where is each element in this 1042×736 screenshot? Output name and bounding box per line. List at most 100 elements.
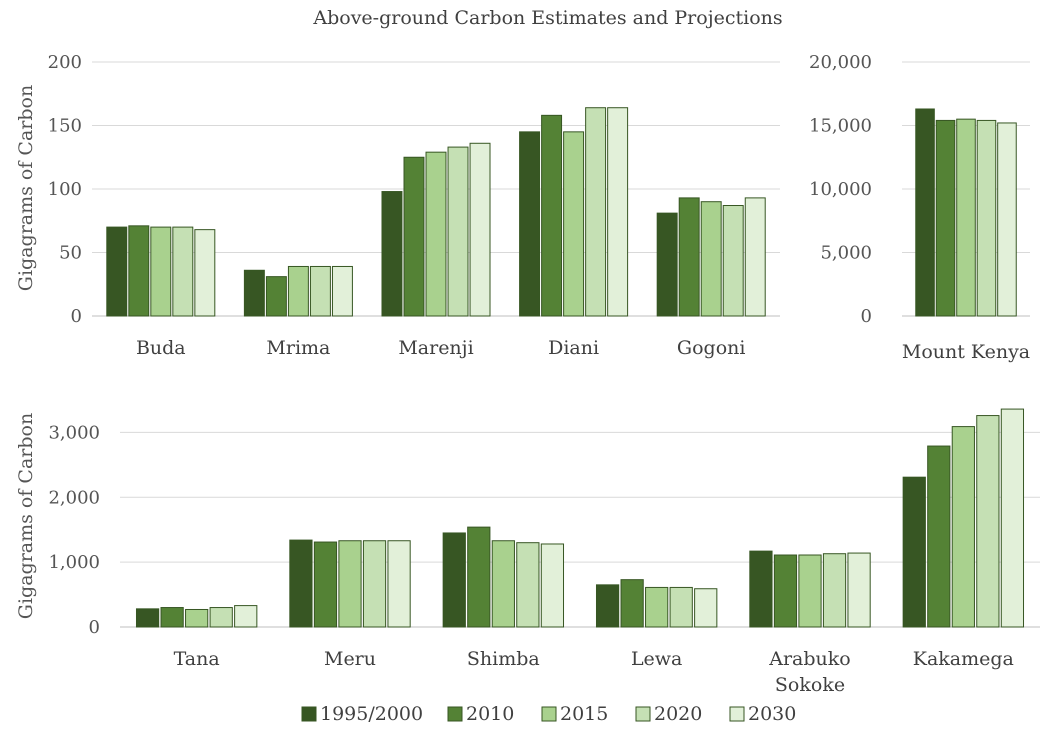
y-tick-label: 15,000: [809, 116, 872, 137]
y-tick-label: 3,000: [48, 422, 100, 443]
bar-gogoni-2030: [744, 197, 766, 317]
bar-meru-2030: [387, 540, 411, 628]
bar-arabuko-sokoke-2010: [773, 554, 798, 628]
legend-label: 2030: [748, 703, 796, 725]
bar-buda-1995-2000: [106, 226, 128, 317]
x-category-label: Mount Kenya: [902, 341, 1030, 363]
y-tick-label: 0: [861, 306, 872, 327]
bar-arabuko-sokoke-1995-2000: [749, 550, 773, 628]
legend-swatch: [447, 706, 463, 722]
bar-gogoni-2010: [678, 197, 700, 317]
bar-marenji-2015: [425, 151, 447, 317]
bar-meru-1995-2000: [289, 539, 313, 628]
bar-kakamega-2030: [1000, 408, 1025, 628]
bar-diani-2010: [541, 114, 563, 317]
bar-marenji-2030: [469, 142, 491, 317]
bar-buda-2015: [150, 226, 172, 317]
y-tick-label: 2,000: [48, 487, 100, 508]
bar-mount-kenya-2030: [997, 122, 1017, 317]
bar-marenji-1995-2000: [381, 191, 403, 317]
bar-arabuko-sokoke-2030: [847, 552, 871, 628]
bar-mrima-2030: [331, 265, 353, 317]
bar-tana-2020: [209, 607, 233, 628]
x-category-label: Gogoni: [677, 337, 746, 359]
legend-label: 2015: [560, 703, 608, 725]
panel-1: 0 50 100 150 200 Gigagrams of Carbon Buda Mrima…: [15, 52, 780, 359]
legend-swatch: [301, 706, 317, 722]
bar-kakamega-2010: [927, 445, 951, 628]
x-category-label: Kakamega: [913, 648, 1014, 670]
legend-swatch: [541, 706, 557, 722]
legend-item: 2030: [729, 703, 796, 725]
bar-lewa-2030: [694, 588, 718, 628]
y-tick-label: 1,000: [48, 552, 100, 573]
legend-label: 2010: [466, 703, 514, 725]
legend-swatch: [635, 706, 651, 722]
x-category-label: Shimba: [467, 648, 540, 670]
bar-mrima-2015: [287, 265, 309, 317]
legend-item: 2020: [635, 703, 702, 725]
legend-item: 1995/2000: [301, 703, 423, 725]
bar-shimba-2030: [540, 543, 565, 628]
legend-label: 1995/2000: [320, 703, 423, 725]
bar-mount-kenya-2015: [956, 118, 976, 317]
bar-gogoni-2015: [700, 201, 722, 317]
bar-diani-1995-2000: [519, 131, 541, 317]
x-category-label: Buda: [136, 337, 186, 359]
bar-diani-2030: [607, 107, 629, 317]
bar-lewa-2015: [645, 586, 669, 628]
bar-mount-kenya-2010: [935, 119, 956, 317]
bar-buda-2030: [194, 229, 216, 317]
y-tick-label: 200: [48, 52, 82, 73]
bar-lewa-1995-2000: [595, 584, 620, 628]
bar-shimba-2010: [467, 526, 491, 628]
bar-mount-kenya-2020: [976, 119, 997, 317]
legend: 1995/2000 2010 2015 2020 2030: [301, 703, 796, 725]
bar-lewa-2020: [669, 586, 693, 628]
bar-buda-2010: [128, 225, 150, 317]
bar-diani-2015: [563, 131, 585, 317]
y-tick-label: 5,000: [820, 243, 872, 264]
legend-item: 2015: [541, 703, 608, 725]
x-category-label: Mrima: [266, 337, 330, 359]
bar-gogoni-2020: [722, 205, 744, 317]
bar-diani-2020: [585, 107, 607, 317]
bar-marenji-2010: [403, 156, 425, 317]
panel-3: 0 1,000 2,000 3,000 Gigagrams of Carbon Tana M…: [15, 408, 1040, 696]
bar-kakamega-2020: [976, 415, 1000, 628]
y-tick-label: 50: [59, 243, 82, 264]
bar-shimba-2015: [491, 540, 515, 628]
chart-title: Above-ground Carbon Estimates and Projec…: [312, 7, 782, 29]
bar-shimba-1995-2000: [442, 532, 466, 628]
bar-marenji-2020: [447, 146, 469, 317]
chart-panels: 0 50 100 150 200 Gigagrams of Carbon Buda Mrima…: [15, 52, 1040, 696]
x-category-label: Lewa: [631, 648, 682, 670]
y-tick-label: 100: [48, 179, 82, 200]
y-axis-label: Gigagrams of Carbon: [15, 413, 37, 619]
bar-buda-2020: [172, 226, 194, 317]
y-tick-label: 0: [89, 617, 100, 638]
panel-2: 0 5,000 10,000 15,000 20,000 Mount Kenya: [809, 52, 1030, 363]
bar-tana-2030: [234, 605, 258, 628]
bar-tana-1995-2000: [135, 608, 160, 628]
bar-meru-2020: [362, 540, 387, 628]
x-category-label: Sokoke: [775, 674, 845, 696]
bar-kakamega-2015: [951, 426, 975, 628]
x-category-label: Tana: [174, 648, 220, 670]
bar-arabuko-sokoke-2020: [822, 553, 847, 628]
x-category-label: Marenji: [398, 337, 473, 359]
bar-kakamega-1995-2000: [902, 476, 926, 628]
bar-tana-2010: [160, 607, 184, 628]
bar-tana-2015: [185, 608, 209, 628]
y-axis-label: Gigagrams of Carbon: [15, 85, 37, 291]
bar-lewa-2010: [620, 579, 644, 628]
bar-mrima-1995-2000: [243, 269, 265, 317]
bar-shimba-2020: [516, 542, 540, 628]
bar-gogoni-1995-2000: [656, 212, 678, 317]
x-category-label: Diani: [548, 337, 599, 359]
bar-meru-2010: [313, 541, 338, 628]
y-tick-label: 0: [71, 306, 82, 327]
bar-arabuko-sokoke-2015: [798, 554, 822, 628]
legend-swatch: [729, 706, 745, 722]
